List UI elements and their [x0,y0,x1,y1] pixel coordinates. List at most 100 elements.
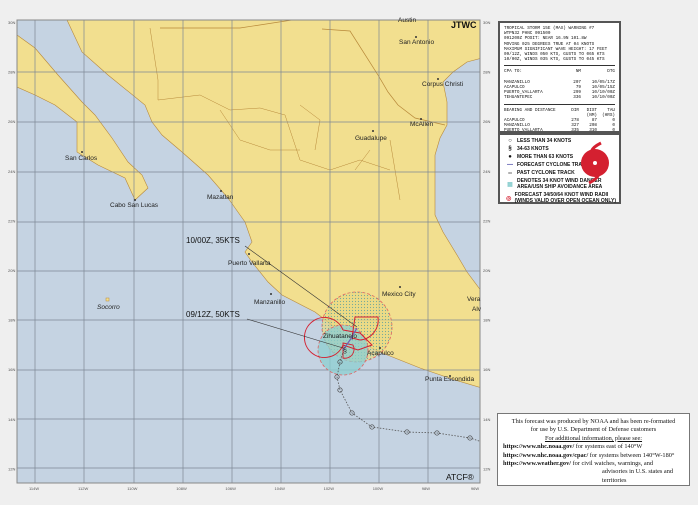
lat-label-right: 26N [483,119,490,124]
lat-label-right: 14N [483,417,490,422]
legend-item: ◎ FORECAST 34/50/64 KNOT WIND RADII (WINDS… [503,191,616,205]
legend-label-line: MORE THAN 63 KNOTS [517,154,574,160]
city-label: Cabo San Lucas [110,202,159,209]
notice-line: advisories in U.S. states and territorie… [602,468,674,484]
bearing-cell: 0 [612,123,615,129]
lat-label-left: 26N [8,119,15,124]
bearing-header-cell: DIR [571,107,579,113]
storm-symbol-icon: § [343,348,347,355]
past-track [336,351,480,442]
notice-link[interactable]: https://www.nhc.noaa.gov/cpac/ [503,451,589,459]
forecast-track [342,327,358,351]
legend-label: 34-63 KNOTS [517,146,549,152]
cpa-cell: 336 [573,95,581,101]
legend-label: MORE THAN 63 KNOTS [517,154,573,160]
lat-label-left: 20N [8,268,15,273]
cpa-header-cell: NM [575,69,581,75]
forecast-label-09-12z: 09/12Z, 50KTS [186,310,240,319]
legend-label-line: 34-63 KNOTS [517,146,549,152]
atcf-logo: ATCF® [446,472,475,482]
legend-label-line: PAST CYCLONE TRACK [517,170,575,176]
bearing-cell: ACAPULCO [504,118,525,124]
mainland-land [66,20,480,388]
city-label: Alv [472,306,482,313]
us-mexico-border [160,20,446,126]
city-label: Socorro [97,304,120,311]
bearing-cell: 0 [612,128,615,134]
bearing-row: PUERTO_VALLARTA 335 310 0 [504,128,615,133]
legend-item: ○ LESS THAN 34 KNOTS [503,137,616,145]
bearing-cell: 278 [571,118,579,124]
label-leader-09-12z [246,318,344,349]
notice-heading: For additional information, please see: [544,434,643,442]
bearing-cell: 335 [571,128,579,134]
legend-label-line: LESS THAN 34 KNOTS [517,138,572,144]
lon-label: 108W [176,486,187,491]
cpa-cell: TEHUANTEPEC [504,95,533,101]
past-track-points [334,359,473,441]
notice-link-row: https://www.nhc.noaa.gov/cpac/ for syste… [503,452,684,460]
warning-line: MOVING 025 DEGREES TRUE AT 04 KNOTS [504,41,595,47]
lon-label: 98W [422,486,430,491]
city-label: Manzanillo [254,299,285,306]
dotted-line-icon: ┈ [508,170,512,177]
lon-label: 110W [127,486,137,491]
map-border [16,19,481,484]
notice-link-desc: for systems between 140°W-180° [589,451,675,459]
city-label: Austin [398,17,416,24]
legend-label-line: DENOTES 34 KNOT WIND DANGER [517,178,602,184]
bearing-cell: 208 [589,123,597,129]
storm-symbol-filled-icon: ● [508,154,512,160]
notice-link-desc: for systems east of 140°W [575,443,643,451]
notice-link[interactable]: https://www.nhc.noaa.gov/ [503,443,575,451]
city-label: San Carlos [65,155,98,162]
wind-radii-34kt [303,317,373,358]
label-leader-10-00z [244,245,358,328]
lat-label-left: 28N [8,70,15,75]
bearing-cell: PUERTO_VALLARTA [504,128,543,134]
lon-label: 106W [225,486,236,491]
lat-label-left: 14N [8,417,15,422]
bearing-header-cell: BEARING AND DISTANCE [504,107,556,113]
warning-line: 10/00Z, WINDS 035 KTS, GUSTS TO 045 KTS [504,57,605,63]
socorro-island [105,297,110,302]
legend-label: PAST CYCLONE TRACK [517,170,575,176]
cpa-cell: 299 [573,90,581,96]
lat-label-left: 30N [8,20,15,25]
jtwc-label: JTWC [451,20,477,30]
cpa-cell: 207 [573,79,581,85]
lat-label-left: 16N [8,367,15,372]
lat-label-right: 22N [483,218,490,223]
cpa-cell: MANZANILLO [504,79,530,85]
legend-label-line: FORECAST 34/50/64 KNOT WIND RADII [514,192,609,198]
lat-label-left: 24N [8,169,15,174]
wind-radii-50kt [342,342,355,359]
baja-california-land [17,34,149,201]
legend-item: — FORECAST CYCLONE TRACK [503,161,616,169]
warning-line: MAXIMUM SIGNIFICANT WAVE HEIGHT: 17 FEET [504,46,608,52]
lat-label-right: 18N [483,318,490,323]
warning-line: WTPN32 PHNC 091500 [504,31,551,37]
city-label: Zihuatanejo [323,333,357,340]
city-label: Corpus Christi [422,81,463,88]
cpa-cell: 10/10/00Z [591,90,615,96]
lat-lon-grid [17,20,480,483]
city-label: Acapulco [367,350,394,357]
open-circle-icon: ○ [508,138,512,144]
lon-label: 102W [324,486,335,491]
lon-label: 100W [373,486,384,491]
legend-item: ┈ PAST CYCLONE TRACK [503,169,616,177]
bearing-unit-cell: (HRS) [602,112,615,118]
cpa-cell: 10/05/15Z [591,85,615,91]
noaa-notice-panel: This forecast was produced by NOAA and h… [497,413,690,486]
cpa-row: PUERTO_VALLARTA 299 10/10/00Z [504,90,615,95]
bearing-header-cell: DIST [586,107,597,113]
legend-label: DENOTES 34 KNOT WIND DANGER AREA/USN SHIP… [517,178,602,190]
bearing-row: ACAPULCO 278 87 0 [504,118,615,123]
warning-line: 091200Z POSIT: NEAR 16.9N 101.8W [504,36,587,42]
lat-label-right: 24N [483,169,490,174]
noaa-jtwc-seal [581,141,609,185]
legend-label-line: FORECAST CYCLONE TRACK [517,162,590,168]
notice-link[interactable]: https://www.weather.gov/ [503,460,571,468]
